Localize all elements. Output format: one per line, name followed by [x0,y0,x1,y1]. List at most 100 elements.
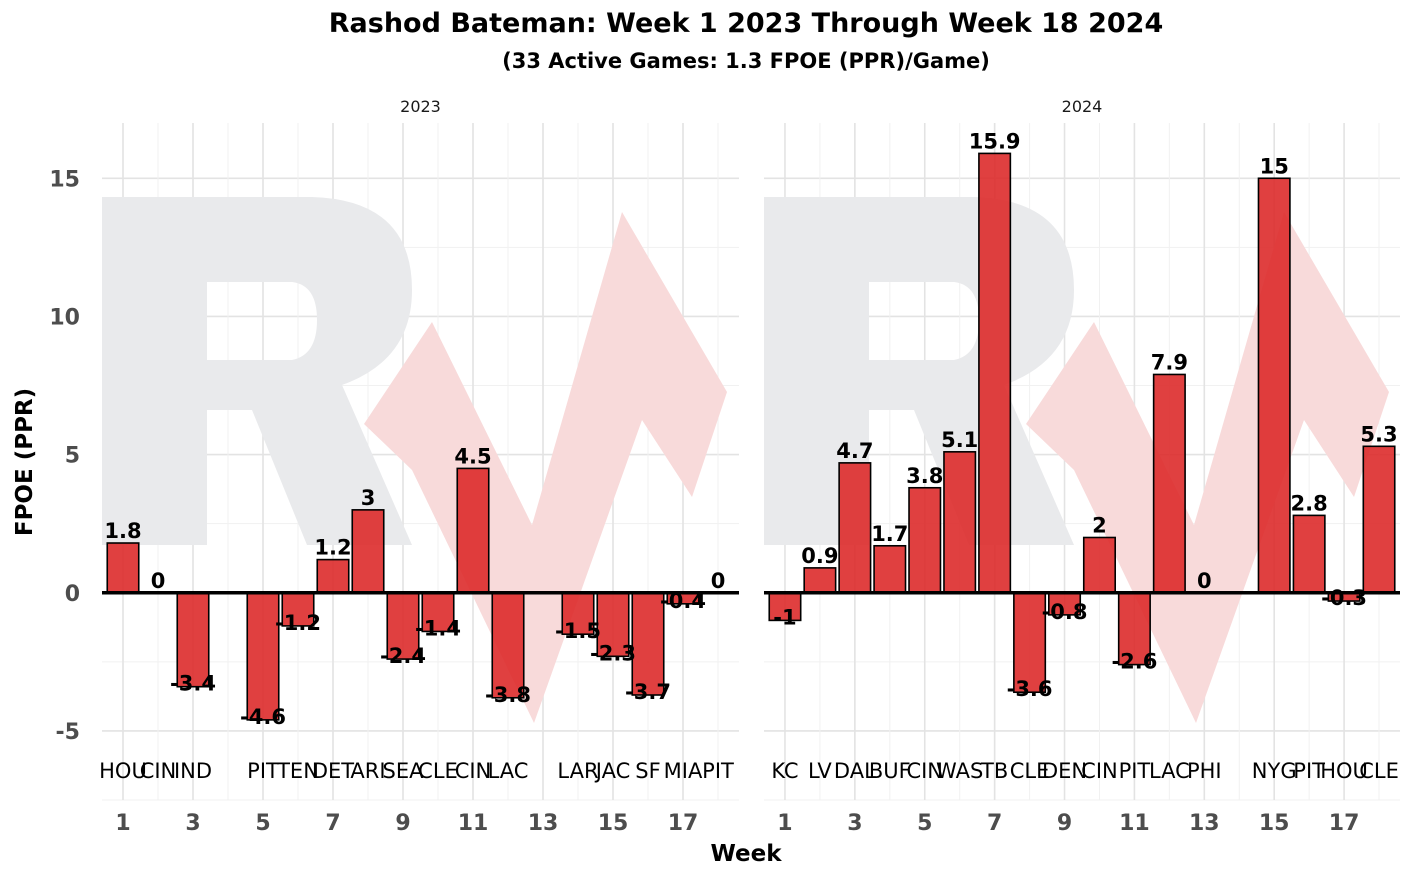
x-axis-title: Week [710,841,782,867]
facet-strip-label: 2024 [1062,97,1103,116]
opponent-label: SEA [383,759,425,783]
bar-value-label: -0.3 [1321,586,1367,610]
bar-value-label: 4.5 [454,444,491,468]
bar-value-label: 15.9 [969,129,1021,153]
opponent-label: MIA [664,759,703,783]
bar-value-label: 2.8 [1291,491,1328,515]
opponent-label: BUF [869,759,911,783]
facet-panel-2023: 2023 1.8 0 -3.4 -4.6 -1.2 1.2 3 -2.4 -1.4 4.5 -3.8 -… [99,97,739,836]
bar [351,509,385,594]
opponent-label: LAC [488,759,529,783]
opponent-label: TB [980,759,1008,783]
bar [768,591,802,622]
x-tick-label: 5 [917,811,932,836]
y-tick-label: 10 [49,305,80,330]
opponent-label: LV [808,759,832,783]
bars [768,152,1396,694]
x-tick-label: 3 [185,811,200,836]
opponent-label: IND [174,759,212,783]
bar-value-label: 1.2 [314,536,351,560]
bar [491,591,525,699]
opponent-label: DET [312,759,354,783]
bar-value-label: -0.8 [1042,600,1088,624]
value-labels: -1 0.9 4.7 1.7 3.8 5.1 15.9 -3.6 -0.8 2 -2.6 7.9 0 15… [773,129,1397,701]
bar [176,591,210,688]
opponent-label: PIT [247,759,279,783]
bar [1257,177,1291,594]
opponent-label: CLE [418,759,458,783]
bar-value-label: 5.3 [1360,422,1397,446]
opponent-label: DEN [1042,759,1087,783]
x-tick-label: 13 [528,811,559,836]
chart-subtitle: (33 Active Games: 1.3 FPOE (PPR)/Game) [502,49,990,73]
bar-value-label: 0 [711,569,726,593]
bar-value-label: -1 [773,605,796,629]
y-axis-title: FPOE (PPR) [12,388,38,536]
x-tick-label: 11 [458,811,489,836]
x-tick-label: 17 [1329,811,1360,836]
bar-value-label: 0.9 [801,544,838,568]
opponent-label: ARI [350,759,385,783]
opponent-label: WAS [936,759,983,783]
bar [943,451,977,594]
opponent-label: JAC [594,759,630,783]
x-tick-label: 1 [777,811,792,836]
opponent-label: NYG [1252,759,1297,783]
opponent-label: CIN [1081,759,1118,783]
bar-value-label: -3.7 [625,680,671,704]
bar-value-label: 0 [1197,569,1212,593]
bar [803,567,837,594]
bar [316,558,350,594]
opponent-label: CLE [1359,759,1399,783]
opponent-label: DAL [834,759,876,783]
x-tick-label: 9 [395,811,410,836]
watermark-arrow [1026,212,1389,723]
opponent-label: CIN [455,759,492,783]
x-tick-label: 1 [115,811,130,836]
bar-value-label: 3.8 [906,464,943,488]
bar-value-label: 4.7 [836,439,873,463]
x-tick-label: 15 [1259,811,1290,836]
opponent-label: LAC [1149,759,1190,783]
x-axis-ticks: 1 3 5 7 9 11 13 15 17 [777,811,1359,836]
bar-value-label: -1.5 [555,619,601,643]
x-tick-label: 7 [325,811,340,836]
opponent-label: PIT [1293,759,1325,783]
bar [1362,445,1396,594]
opponent-label: PHI [1187,759,1222,783]
x-tick-label: 15 [598,811,629,836]
bar-value-label: 2 [1092,513,1107,537]
bar [386,591,420,660]
opponent-label: CIN [140,759,177,783]
opponent-label: HOU [99,759,147,783]
bar [873,544,907,594]
bar [1082,536,1116,594]
bar-value-label: 7.9 [1151,350,1188,374]
facet-panels: 2023 1.8 0 -3.4 -4.6 -1.2 1.2 3 -2.4 -1.4 4.5 -3.8 -… [99,97,1400,836]
y-tick-label: 0 [65,582,80,607]
bar-value-label: -3.8 [485,683,531,707]
y-tick-label: 15 [49,167,80,192]
chart-title: Rashod Bateman: Week 1 2023 Through Week… [329,8,1164,39]
bar [978,152,1012,594]
bars [106,467,700,721]
opponent-label: KC [771,759,798,783]
watermark-arrow [364,212,727,723]
x-tick-label: 17 [668,811,699,836]
x-tick-label: 11 [1119,811,1150,836]
bar-value-label: 3 [361,486,376,510]
y-tick-label: 5 [65,444,80,469]
x-tick-label: 13 [1189,811,1220,836]
opponent-label: CIN [906,759,943,783]
bar [106,542,140,594]
bar-value-label: -3.4 [170,672,216,696]
bar-value-label: 15 [1260,154,1289,178]
opponent-label: LAR [557,759,598,783]
bar-value-label: 0 [151,569,166,593]
bar-value-label: -0.4 [660,589,706,613]
bar-value-label: 1.8 [104,519,141,543]
bar [596,591,630,658]
bar [246,591,280,721]
